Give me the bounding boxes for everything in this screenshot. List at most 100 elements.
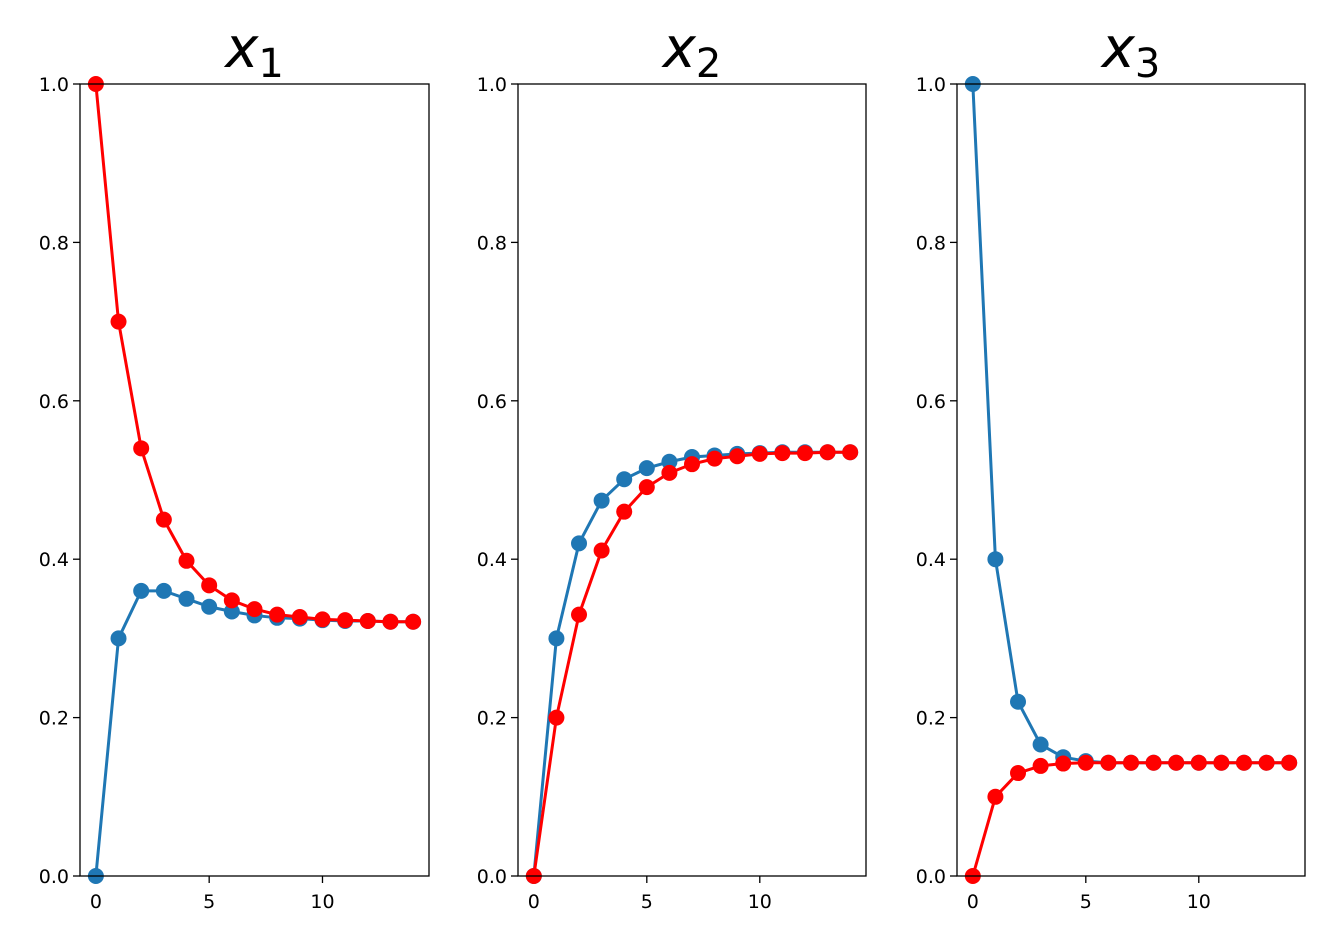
data-point xyxy=(359,612,376,629)
y-tick-label: 0.4 xyxy=(916,549,946,571)
y-tick-label: 0.8 xyxy=(39,232,69,254)
data-point xyxy=(751,445,768,462)
y-tick-label: 0.6 xyxy=(916,391,946,413)
data-point xyxy=(616,471,633,488)
y-tick-label: 1.0 xyxy=(39,74,69,96)
y-tick-label: 0.2 xyxy=(39,708,69,730)
data-point xyxy=(1123,754,1139,771)
series-line xyxy=(971,83,1290,765)
data-point xyxy=(1145,754,1162,771)
panel-2: 0.0 0.2 0.4 0.6 0.8 1.0 0 5 10 x2 xyxy=(477,16,867,913)
data-point xyxy=(155,582,172,599)
y-tick-label: 0.6 xyxy=(39,391,69,413)
data-point xyxy=(593,492,610,509)
data-point xyxy=(1032,736,1049,753)
data-point xyxy=(548,630,565,647)
x-tick-label: 10 xyxy=(310,891,334,913)
x-tick-label: 0 xyxy=(967,891,979,913)
plot-frame xyxy=(956,83,1306,877)
data-point xyxy=(223,592,240,609)
data-point xyxy=(1032,757,1049,774)
panel-title: x2 xyxy=(661,16,722,87)
data-point xyxy=(133,582,150,599)
data-point xyxy=(201,598,218,615)
data-point xyxy=(223,603,240,620)
data-point xyxy=(1213,754,1230,771)
series-line xyxy=(94,83,414,624)
series-1 xyxy=(964,76,1298,771)
data-point xyxy=(314,611,331,628)
data-point xyxy=(1077,754,1094,771)
data-point xyxy=(155,511,172,528)
x-tick-label: 5 xyxy=(1080,891,1092,913)
y-tick-label: 1.0 xyxy=(477,74,507,96)
y-tick-label: 0.2 xyxy=(477,708,507,730)
y-tick-label: 0.8 xyxy=(477,232,507,254)
data-point xyxy=(1010,765,1027,782)
data-point xyxy=(337,612,354,629)
series-line xyxy=(532,450,851,877)
data-point xyxy=(1281,754,1298,771)
y-tick-label: 1.0 xyxy=(916,74,946,96)
data-point xyxy=(1258,754,1275,771)
y-tick-label: 0.8 xyxy=(916,232,946,254)
series-line xyxy=(532,450,851,877)
y-tick-label: 0.2 xyxy=(916,708,946,730)
data-point xyxy=(1235,754,1252,771)
y-tick-label: 0.6 xyxy=(477,391,507,413)
data-point xyxy=(1168,754,1185,771)
y-tick-label: 0.4 xyxy=(39,549,69,571)
data-point xyxy=(1190,754,1207,771)
y-tick-label: 0.4 xyxy=(477,549,507,571)
series-2 xyxy=(525,444,859,884)
series-line xyxy=(94,589,414,877)
data-point xyxy=(110,313,127,330)
data-point xyxy=(1055,755,1072,772)
data-point xyxy=(661,464,678,481)
data-point xyxy=(291,609,308,626)
data-point xyxy=(110,630,127,647)
x-tick-label: 5 xyxy=(641,891,653,913)
data-point xyxy=(796,445,813,462)
plot-frame xyxy=(79,83,430,877)
data-point xyxy=(405,613,422,630)
plot-frame xyxy=(517,83,867,877)
series-1 xyxy=(525,444,859,884)
x-tick-label: 0 xyxy=(90,891,102,913)
series-2 xyxy=(964,754,1298,884)
data-point xyxy=(269,606,286,623)
panel-title: x3 xyxy=(1100,16,1161,87)
data-point xyxy=(548,709,565,726)
data-point xyxy=(201,577,218,594)
data-point xyxy=(382,613,399,630)
y-tick-label: 0.0 xyxy=(39,866,69,888)
data-point xyxy=(178,552,195,569)
data-point xyxy=(661,453,678,470)
y-tick-label: 0.0 xyxy=(477,866,507,888)
x-tick-label: 10 xyxy=(1187,891,1211,913)
panel-3: 0.0 0.2 0.4 0.6 0.8 1.0 0 5 10 x3 xyxy=(916,16,1306,913)
x-tick-label: 5 xyxy=(203,891,215,913)
data-point xyxy=(638,479,655,496)
data-point xyxy=(1100,754,1117,771)
data-point xyxy=(133,440,150,457)
panel-1: 0.0 0.2 0.4 0.6 0.8 1.0 0 5 10 x1 xyxy=(39,16,430,913)
data-point xyxy=(571,535,588,552)
data-point xyxy=(706,450,723,467)
y-tick-label: 0.0 xyxy=(916,866,946,888)
data-point xyxy=(729,448,746,465)
data-point xyxy=(684,456,700,473)
series-2 xyxy=(87,76,422,630)
data-point xyxy=(593,542,610,559)
data-point xyxy=(842,444,859,461)
x-tick-label: 10 xyxy=(748,891,772,913)
data-point xyxy=(1010,693,1027,710)
panel-title: x1 xyxy=(223,16,284,87)
data-point xyxy=(638,460,655,477)
data-point xyxy=(987,788,1004,805)
data-point xyxy=(774,445,791,462)
x-tick-label: 0 xyxy=(528,891,540,913)
data-point xyxy=(987,551,1004,568)
data-point xyxy=(571,606,588,623)
